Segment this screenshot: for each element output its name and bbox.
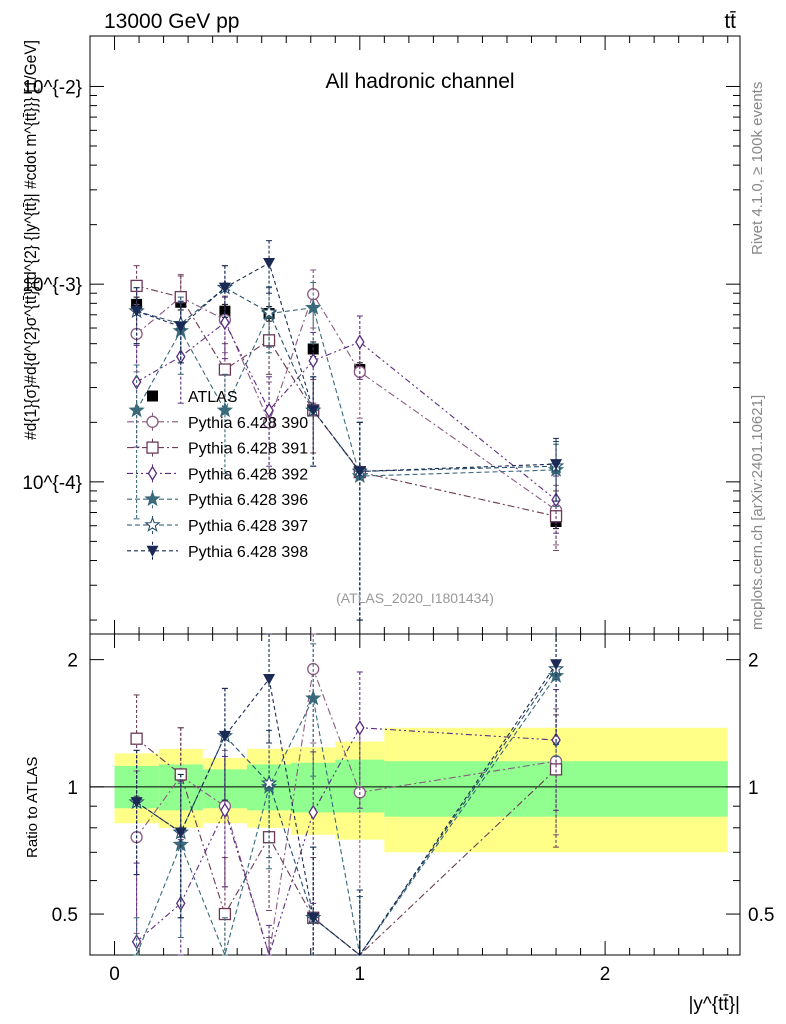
ratio-series-6-point <box>550 659 563 671</box>
ratio-series-6-point <box>307 912 320 924</box>
ratio-tick-label: 0.5 <box>52 905 78 926</box>
series-3-point <box>220 314 230 331</box>
ratio-series-6-point <box>263 673 276 685</box>
legend-label-1: Pythia 6.428 390 <box>188 415 308 432</box>
ratio-series-5-point <box>260 774 278 791</box>
series-4-point <box>128 401 145 418</box>
rivet-version-label: Rivet 4.1.0, ≥ 100k events <box>749 82 766 255</box>
series-6-point <box>307 405 320 417</box>
series-6-point <box>353 466 366 478</box>
series-6-point <box>263 257 276 269</box>
analysis-label: (ATLAS_2020_I1801434) <box>336 590 494 606</box>
ratio-series-4-point <box>305 689 322 706</box>
series-6-point <box>130 306 143 318</box>
series-3-point <box>264 402 274 419</box>
ratio-frame <box>89 633 741 956</box>
legend-marker-6 <box>146 545 159 557</box>
series-3-point <box>308 352 318 369</box>
y-tick-label: 10^{-3} <box>22 275 82 296</box>
legend-label-4: Pythia 6.428 396 <box>188 492 308 509</box>
ratio-tick-label: 1 <box>67 778 78 799</box>
x-tick-label: 1 <box>355 964 366 985</box>
ratio-series-6-point <box>130 797 143 809</box>
legend-label-6: Pythia 6.428 398 <box>188 544 308 561</box>
ratio-panel: 0.5 0.5 1 1 2 2 <box>52 633 774 957</box>
y-tick-label: 10^{-4} <box>22 473 82 494</box>
series-6-point <box>174 321 187 333</box>
ratio-tick-label: 2 <box>67 651 78 672</box>
legend: ATLAS Pythia 6.428 390 Pythia 6.428 391 Pyt… <box>127 389 308 561</box>
ratio-series-6-point <box>174 827 187 839</box>
series-2-point <box>218 363 232 376</box>
ratio-tick-label-right: 2 <box>748 651 759 672</box>
legend-label-5: Pythia 6.428 397 <box>188 518 308 535</box>
ratio-series-6-point <box>218 730 231 742</box>
series-6-point <box>550 459 563 471</box>
x-axis-label: |y^{tt̄}| <box>688 994 740 1015</box>
series-4-point <box>216 401 234 418</box>
ratio-series-3-point <box>220 802 230 819</box>
series-4-point <box>305 299 322 315</box>
ratio-series-3-point <box>308 804 318 821</box>
legend-marker-1 <box>146 415 159 428</box>
series-2-point <box>130 279 143 293</box>
legend-marker-4 <box>144 490 161 507</box>
legend-marker-3 <box>147 465 158 482</box>
mcplots-label: mcplots.cern.ch [arXiv:2401.10621] <box>749 395 766 630</box>
ratio-tick-label-right: 1 <box>748 778 759 799</box>
legend-marker-0 <box>147 390 158 402</box>
series-6-point <box>218 282 231 294</box>
ratio-series-3-point <box>355 720 365 736</box>
legend-marker-5 <box>144 516 161 532</box>
energy-label: 13000 GeV pp <box>104 10 239 33</box>
ratio-series-4-point <box>172 836 189 852</box>
ratio-series-2-point <box>130 732 143 745</box>
series-5-point <box>260 303 278 320</box>
series-3-point <box>355 334 365 350</box>
legend-label-2: Pythia 6.428 391 <box>188 441 308 458</box>
legend-label-3: Pythia 6.428 392 <box>188 466 308 483</box>
y-axis-label: #d{1}{σ}#d{d^{2}σ^{tt̄}}{d^{2} {|y^{tt̄}… <box>21 40 40 440</box>
ratio-y-label: Ratio to ATLAS <box>24 757 41 858</box>
ratio-series-3-point <box>131 933 142 950</box>
ratio-tick-label-right: 0.5 <box>748 905 774 926</box>
legend-label-0: ATLAS <box>188 389 238 406</box>
y-tick-label: 10^{-2} <box>22 77 82 98</box>
legend-marker-2 <box>146 441 159 454</box>
process-label: tt̄ <box>724 10 736 33</box>
chart-title: All hadronic channel <box>325 70 514 93</box>
main-panel: 10^{-4} 10^{-3} 10^{-2} <box>22 35 741 635</box>
x-tick-label: 0 <box>109 964 120 985</box>
x-tick-label: 2 <box>600 964 611 985</box>
